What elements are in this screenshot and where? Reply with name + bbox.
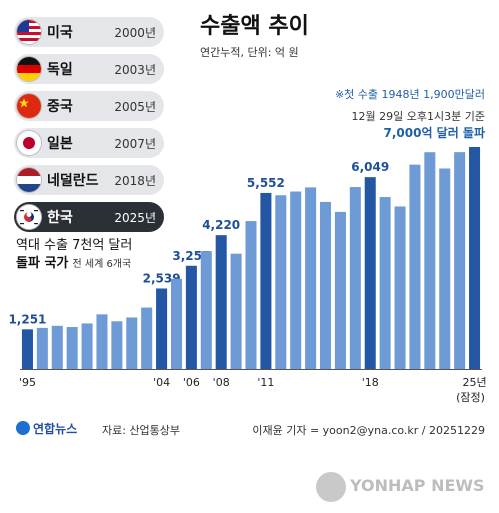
source-text: 자료: 산업통상부	[102, 424, 181, 437]
netherlands-flag-icon	[17, 168, 41, 192]
chart-title: 수출액 추이	[200, 14, 309, 39]
bar-1998	[66, 327, 78, 369]
yonhap-logo-icon	[16, 421, 30, 435]
credit-text: 이재윤 기자 = yoon2@yna.co.kr / 20251229	[252, 424, 485, 437]
milestone-note: 7,000억 달러 돌파	[383, 126, 485, 140]
yonhap-logo-text: 연합뉴스	[33, 422, 78, 436]
bar-2014	[305, 187, 317, 369]
bar-1996	[36, 327, 48, 369]
milestone-countries-count: 전 세계 6개국	[72, 259, 132, 270]
bar-2025	[469, 147, 481, 369]
chart-subtitle: 연간누적, 단위: 억 원	[200, 46, 299, 59]
us-flag-icon	[17, 20, 41, 44]
x-tick-label: '95	[19, 376, 36, 389]
bar-2021	[409, 164, 421, 369]
milestone-countries-subheading: 돌파 국가 전 세계 6개국	[16, 252, 131, 271]
country-pill: 중국 2005년	[14, 91, 164, 121]
bar-2005	[170, 278, 182, 369]
bar-2006	[185, 265, 197, 369]
bar-2016	[334, 211, 346, 369]
bar-value-label: 1,251	[8, 312, 46, 326]
china-flag-icon	[17, 94, 41, 118]
bar-1997	[51, 325, 63, 369]
milestone-countries-label: 돌파 국가	[16, 256, 69, 271]
first-export-note: ※첫 수출 1948년 1,900만달러	[334, 88, 485, 101]
milestone-year: 2007년	[114, 137, 156, 151]
bar-2002	[126, 317, 138, 369]
bar-2001	[111, 321, 123, 369]
country-name: 독일	[47, 62, 73, 78]
bar-2023	[439, 168, 451, 369]
bar-value-label: 5,552	[247, 176, 285, 190]
country-name: 일본	[47, 136, 73, 152]
x-tick-label: 25년	[462, 376, 486, 389]
bar-2011	[260, 192, 272, 369]
japan-flag-icon	[17, 131, 41, 155]
x-tick-label: '06	[183, 376, 200, 389]
bar-2022	[424, 152, 436, 369]
milestone-year: 2018년	[114, 174, 156, 188]
bar-2018	[364, 177, 376, 369]
bar-1995	[21, 329, 33, 369]
bar-2007	[200, 251, 212, 369]
bar-2015	[320, 201, 332, 369]
country-pill: 독일 2003년	[14, 54, 164, 84]
country-pill: 일본 2007년	[14, 128, 164, 158]
x-tick-label: '04	[153, 376, 170, 389]
watermark-icon	[316, 472, 346, 502]
country-name: 한국	[47, 210, 73, 226]
country-pill: 네덜란드 2018년	[14, 165, 164, 195]
country-name: 네덜란드	[47, 173, 99, 189]
milestone-year: 2000년	[114, 26, 156, 40]
country-pill: 미국 2000년	[14, 17, 164, 47]
bar-2010	[245, 221, 257, 369]
milestone-year: 2005년	[114, 100, 156, 114]
milestone-year: 2003년	[114, 63, 156, 77]
bar-2020	[394, 206, 406, 369]
basis-time-note: 12월 29일 오후1시3분 기준	[351, 110, 485, 123]
x-tick-label: '18	[362, 376, 379, 389]
milestone-year: 2025년	[114, 211, 156, 225]
bar-value-label: 6,049	[351, 160, 389, 174]
watermark-text: YONHAP NEWS	[350, 476, 485, 495]
bar-2019	[379, 197, 391, 369]
bar-2024	[454, 152, 466, 369]
bar-2008	[215, 235, 227, 369]
bar-2000	[96, 314, 108, 369]
country-name: 중국	[47, 99, 73, 115]
country-name: 미국	[47, 25, 73, 41]
bar-2009	[230, 253, 242, 369]
bar-1999	[81, 323, 93, 369]
milestone-countries-heading: 역대 수출 7천억 달러	[16, 238, 133, 253]
germany-flag-icon	[17, 57, 41, 81]
x-tick-label: '11	[257, 376, 274, 389]
country-pill: 한국 2025년	[14, 202, 164, 232]
bar-2003	[141, 307, 153, 369]
korea-flag-icon	[17, 205, 41, 229]
bar-2017	[349, 187, 361, 369]
x-tick-label: '08	[213, 376, 230, 389]
bar-value-label: 4,220	[202, 218, 240, 232]
x-tick-sublabel: (잠정)	[456, 391, 485, 404]
bar-2004	[156, 288, 168, 369]
yonhap-logo: 연합뉴스	[16, 420, 77, 437]
bar-2012	[275, 195, 287, 369]
bar-2013	[290, 191, 302, 369]
